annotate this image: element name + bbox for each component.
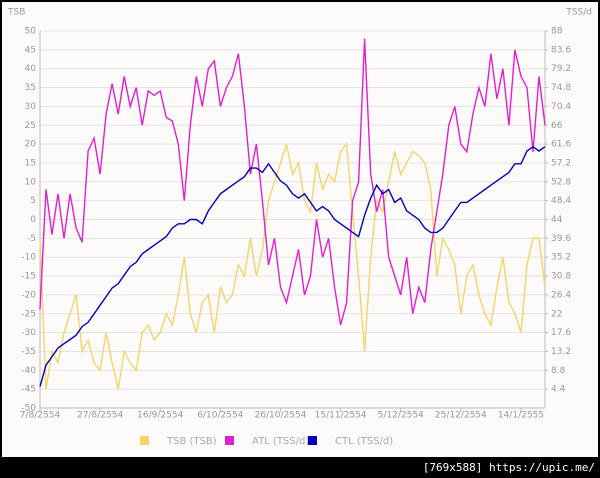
y2-tick-label: 66 <box>551 121 563 131</box>
y2-tick-label: 13.2 <box>551 347 571 357</box>
legend-swatch <box>140 436 149 445</box>
y-tick-label: 5 <box>30 196 36 206</box>
y2-tick-label: 88 <box>551 27 563 37</box>
y2-tick-label: 26.4 <box>551 290 571 300</box>
chart-background <box>2 2 598 457</box>
watermark: [769x588] https://upic.me/ <box>423 461 595 474</box>
y-tick-label: 35 <box>25 83 36 93</box>
y-tick-label: -10 <box>21 253 36 263</box>
x-tick-label: 16/9/2554 <box>137 411 183 421</box>
legend-label: CTL (TSS/d) <box>335 436 393 447</box>
y2-tick-label: 79.2 <box>551 64 571 74</box>
y2-tick-label: 4.4 <box>551 385 566 395</box>
y-tick-label: -20 <box>21 290 36 300</box>
y-tick-label: -30 <box>21 328 36 338</box>
x-tick-label: 15/11/2554 <box>315 411 367 421</box>
legend-label: ATL (TSS/d) <box>252 436 309 447</box>
series-line <box>39 142 546 390</box>
x-tick-label: 5/12/2554 <box>378 411 424 421</box>
y-tick-label: -25 <box>21 309 36 319</box>
x-tick-label: 25/12/2554 <box>435 411 487 421</box>
legend-label: TSB (TSB) <box>166 436 217 447</box>
series-line <box>39 38 546 326</box>
y2-tick-label: 30.8 <box>551 272 571 282</box>
x-tick-label: 26/10/2554 <box>255 411 307 421</box>
y-tick-label: -35 <box>21 347 36 357</box>
y2-tick-label: 61.6 <box>551 140 571 150</box>
legend-swatch <box>308 436 317 445</box>
x-tick-label: 7/8/2554 <box>20 411 61 421</box>
y-tick-label: 50 <box>25 27 37 37</box>
series-line <box>39 145 546 387</box>
legend-swatch <box>225 436 234 445</box>
y2-tick-label: 44 <box>551 215 563 225</box>
y-tick-label: 25 <box>25 121 36 131</box>
y-axis-label: TSB <box>7 8 25 18</box>
y2-tick-label: 35.2 <box>551 253 571 263</box>
y-tick-label: 45 <box>25 45 36 55</box>
y2-tick-label: 8.8 <box>551 366 566 376</box>
y-tick-label: -15 <box>21 272 36 282</box>
y-tick-label: 0 <box>30 215 36 225</box>
y2-tick-label: 39.6 <box>551 234 571 244</box>
y-tick-label: -45 <box>21 385 36 395</box>
y2-tick-label: 17.6 <box>551 328 571 338</box>
x-tick-label: 14/1/2555 <box>498 411 544 421</box>
x-tick-label: 6/10/2554 <box>197 411 243 421</box>
y-tick-label: -50 <box>21 404 36 414</box>
y2-tick-label: 22 <box>551 309 562 319</box>
y2-tick-label: 57.2 <box>551 158 571 168</box>
y2-tick-label: 74.8 <box>551 83 571 93</box>
y2-tick-label: 52.8 <box>551 177 571 187</box>
y-tick-label: 30 <box>25 102 37 112</box>
x-tick-label: 27/8/2554 <box>77 411 123 421</box>
y-tick-label: 15 <box>25 158 36 168</box>
y-tick-label: 20 <box>25 140 37 150</box>
y-tick-label: 10 <box>25 177 37 187</box>
y2-tick-label: 83.6 <box>551 45 571 55</box>
y2-axis-label: TSS/d <box>565 8 592 18</box>
y2-tick-label: 48.4 <box>551 196 571 206</box>
y-tick-label: 40 <box>25 64 37 74</box>
y2-tick-label: 70.4 <box>551 102 571 112</box>
y-tick-label: -5 <box>27 234 36 244</box>
y-tick-label: -40 <box>21 366 36 376</box>
